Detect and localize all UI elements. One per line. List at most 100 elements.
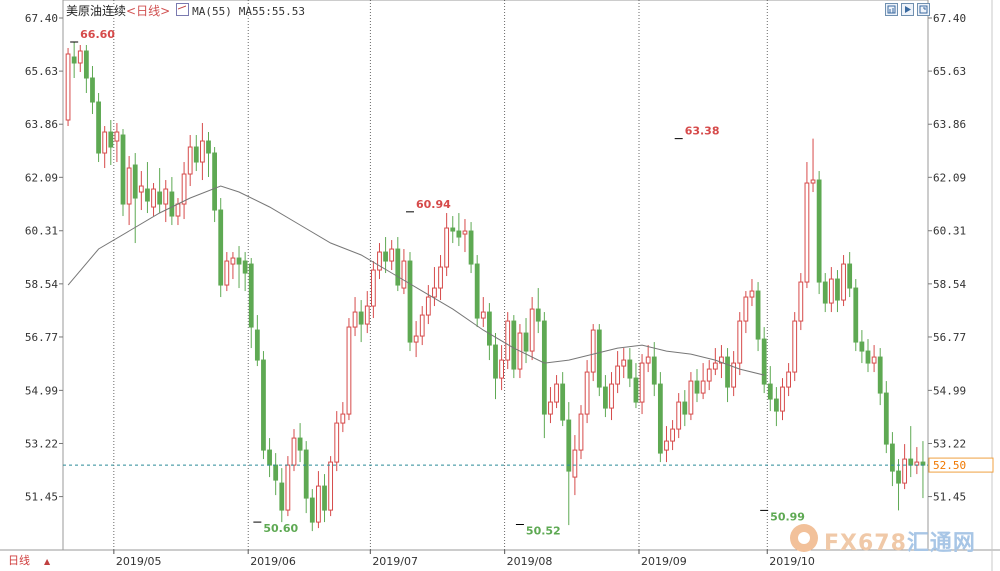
- y-tick-label-right: 54.99: [933, 384, 966, 397]
- candle: [883, 381, 889, 454]
- candle: [749, 279, 755, 307]
- candle-body: [682, 401, 688, 415]
- candle-body: [261, 359, 266, 451]
- candle: [621, 348, 627, 379]
- candle-body: [804, 182, 810, 283]
- y-tick-label-left: 63.86: [25, 118, 58, 131]
- candle-body: [462, 230, 468, 235]
- x-tick-label: 2019/08: [507, 555, 553, 568]
- candle-body: [175, 203, 181, 217]
- y-tick-label-right: 60.31: [933, 225, 966, 238]
- y-tick-label-right: 53.22: [933, 437, 966, 450]
- candle: [578, 405, 584, 460]
- last-price-label: 52.50: [933, 459, 966, 472]
- candle: [267, 438, 272, 478]
- candle-body: [883, 392, 889, 445]
- candle: [370, 261, 376, 319]
- candle: [560, 372, 566, 427]
- candle-body: [810, 179, 816, 184]
- y-tick-label-left: 53.22: [25, 437, 58, 450]
- candle: [890, 432, 895, 487]
- candle-body: [541, 320, 547, 415]
- candle: [145, 162, 150, 214]
- candle-body: [749, 290, 755, 298]
- candle-body: [230, 257, 236, 265]
- candle: [694, 369, 700, 403]
- candle: [273, 453, 279, 496]
- candle-body: [413, 335, 419, 343]
- candle-body: [438, 266, 443, 289]
- candle-body: [200, 140, 205, 163]
- candle: [138, 171, 144, 211]
- high-annotation: 66.60: [80, 28, 115, 41]
- candle: [566, 402, 572, 526]
- play-icon[interactable]: [901, 3, 914, 16]
- candle-body: [890, 443, 895, 472]
- candle-body: [273, 464, 279, 481]
- candle: [499, 345, 504, 391]
- candle-body: [712, 362, 718, 370]
- ma-value: MA55:55.53: [238, 5, 305, 18]
- candle: [877, 348, 883, 406]
- candle-body: [370, 269, 376, 307]
- candle: [407, 252, 413, 352]
- candle-body: [670, 428, 675, 442]
- candle-body: [578, 413, 584, 451]
- candle-body: [65, 53, 71, 121]
- period-dropdown-button[interactable]: 日线 ▲: [0, 552, 66, 570]
- candle-body: [896, 470, 901, 484]
- candle: [181, 162, 187, 220]
- period-label[interactable]: <日线>: [126, 4, 171, 18]
- candle-body: [401, 260, 407, 289]
- instrument-title: 美原油连续: [66, 4, 127, 18]
- watermark-brand: FX678: [824, 531, 907, 556]
- candle: [774, 387, 779, 427]
- candle: [761, 327, 767, 394]
- candle: [328, 456, 334, 517]
- candle: [511, 315, 517, 379]
- candle: [224, 252, 230, 292]
- candle: [688, 372, 694, 421]
- candle: [633, 363, 639, 409]
- candle-body: [548, 401, 553, 415]
- candle-body: [224, 260, 230, 286]
- candle: [731, 351, 737, 397]
- candle-body: [700, 380, 706, 394]
- candle-body: [725, 356, 730, 388]
- candle: [242, 252, 248, 292]
- candle-body: [847, 263, 853, 289]
- candle-body: [828, 278, 834, 304]
- last-price-tag: [928, 457, 994, 473]
- candle: [719, 345, 724, 379]
- x-tick-label: 2019/05: [116, 555, 162, 568]
- candle-body: [554, 383, 559, 403]
- candle: [377, 243, 382, 280]
- watermark-cn: 汇通网: [906, 531, 976, 556]
- candle: [96, 93, 101, 163]
- ma-indicator-icon[interactable]: [176, 3, 190, 16]
- candle-body: [706, 368, 712, 382]
- candle: [456, 213, 462, 247]
- candle-body: [908, 458, 914, 466]
- candle-body: [303, 449, 309, 499]
- candle-body: [603, 386, 608, 409]
- candle: [828, 267, 834, 313]
- candle: [71, 42, 77, 79]
- candle: [682, 390, 688, 427]
- candle: [755, 282, 761, 352]
- candle: [554, 375, 559, 409]
- chart-settings-icon[interactable]: [885, 3, 898, 16]
- y-tick-label-left: 54.99: [25, 384, 58, 397]
- candle-body: [731, 362, 737, 388]
- candle-body: [639, 362, 645, 403]
- candle: [120, 129, 126, 217]
- ma55-line: [67, 185, 765, 376]
- expand-icon[interactable]: [917, 3, 930, 16]
- candle-body: [657, 383, 663, 454]
- candle: [908, 426, 914, 478]
- candle-body: [126, 167, 132, 205]
- candle-body: [151, 188, 156, 208]
- candle: [590, 324, 596, 382]
- candle: [126, 156, 132, 226]
